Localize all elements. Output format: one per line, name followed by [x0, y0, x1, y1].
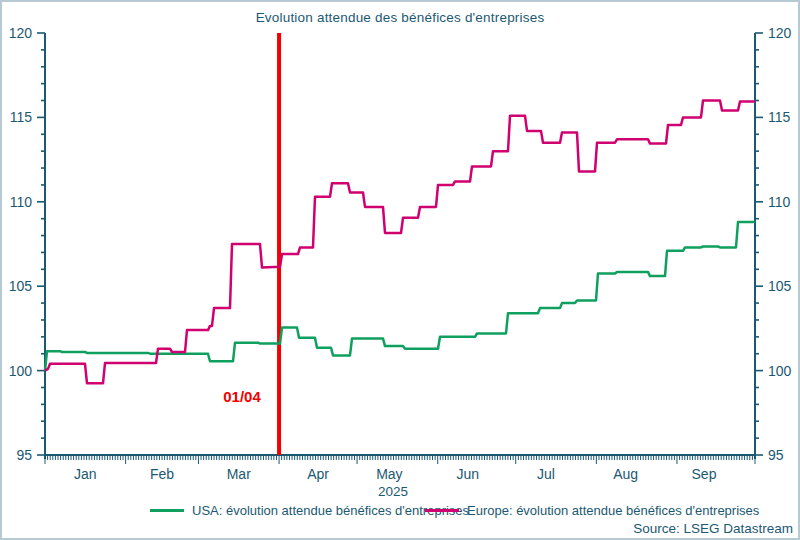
x-axis-month-label: Aug: [613, 466, 638, 482]
x-axis-month-label: Apr: [307, 466, 329, 482]
legend-label-europe: Europe: évolution attendue bénéfices d'e…: [467, 503, 759, 518]
x-axis-month-label: Jul: [537, 466, 555, 482]
x-axis-month-label: Sep: [692, 466, 717, 482]
svg-text:120: 120: [9, 25, 33, 41]
svg-text:100: 100: [9, 363, 33, 379]
europe-series-line: [45, 101, 755, 384]
svg-text:105: 105: [9, 278, 33, 294]
x-axis-month-label: Jan: [74, 466, 97, 482]
svg-text:115: 115: [768, 109, 791, 125]
svg-text:105: 105: [768, 278, 792, 294]
svg-text:100: 100: [768, 363, 792, 379]
svg-text:110: 110: [768, 194, 791, 210]
legend-item-europe: Europe: évolution attendue bénéfices d'e…: [425, 503, 759, 518]
x-axis-month-label: May: [376, 466, 402, 482]
chart-legend: USA: évolution attendue bénéfices d'entr…: [2, 503, 798, 523]
usa-series-line: [45, 222, 755, 371]
usa-line-swatch-icon: [150, 509, 184, 512]
chart-plot: 95 95 100 100 105 105 110 110 115 115 120 120 Jan Feb…: [2, 2, 798, 538]
x-axis-month-label: Feb: [150, 466, 174, 482]
event-date-label: 01/04: [223, 388, 261, 405]
europe-line-swatch-icon: [425, 509, 459, 512]
source-credit: Source: LSEG Datastream: [633, 521, 793, 536]
svg-text:95: 95: [768, 447, 784, 463]
x-axis-year-label: 2025: [378, 484, 408, 499]
x-axis-month-label: Mar: [227, 466, 251, 482]
x-axis-month-label: Jun: [456, 466, 479, 482]
legend-item-usa: USA: évolution attendue bénéfices d'entr…: [150, 503, 469, 518]
svg-text:115: 115: [10, 109, 33, 125]
svg-text:95: 95: [16, 447, 32, 463]
chart-frame: Evolution attendue des bénéfices d'entre…: [0, 0, 800, 540]
svg-text:120: 120: [768, 25, 792, 41]
svg-text:110: 110: [10, 194, 33, 210]
